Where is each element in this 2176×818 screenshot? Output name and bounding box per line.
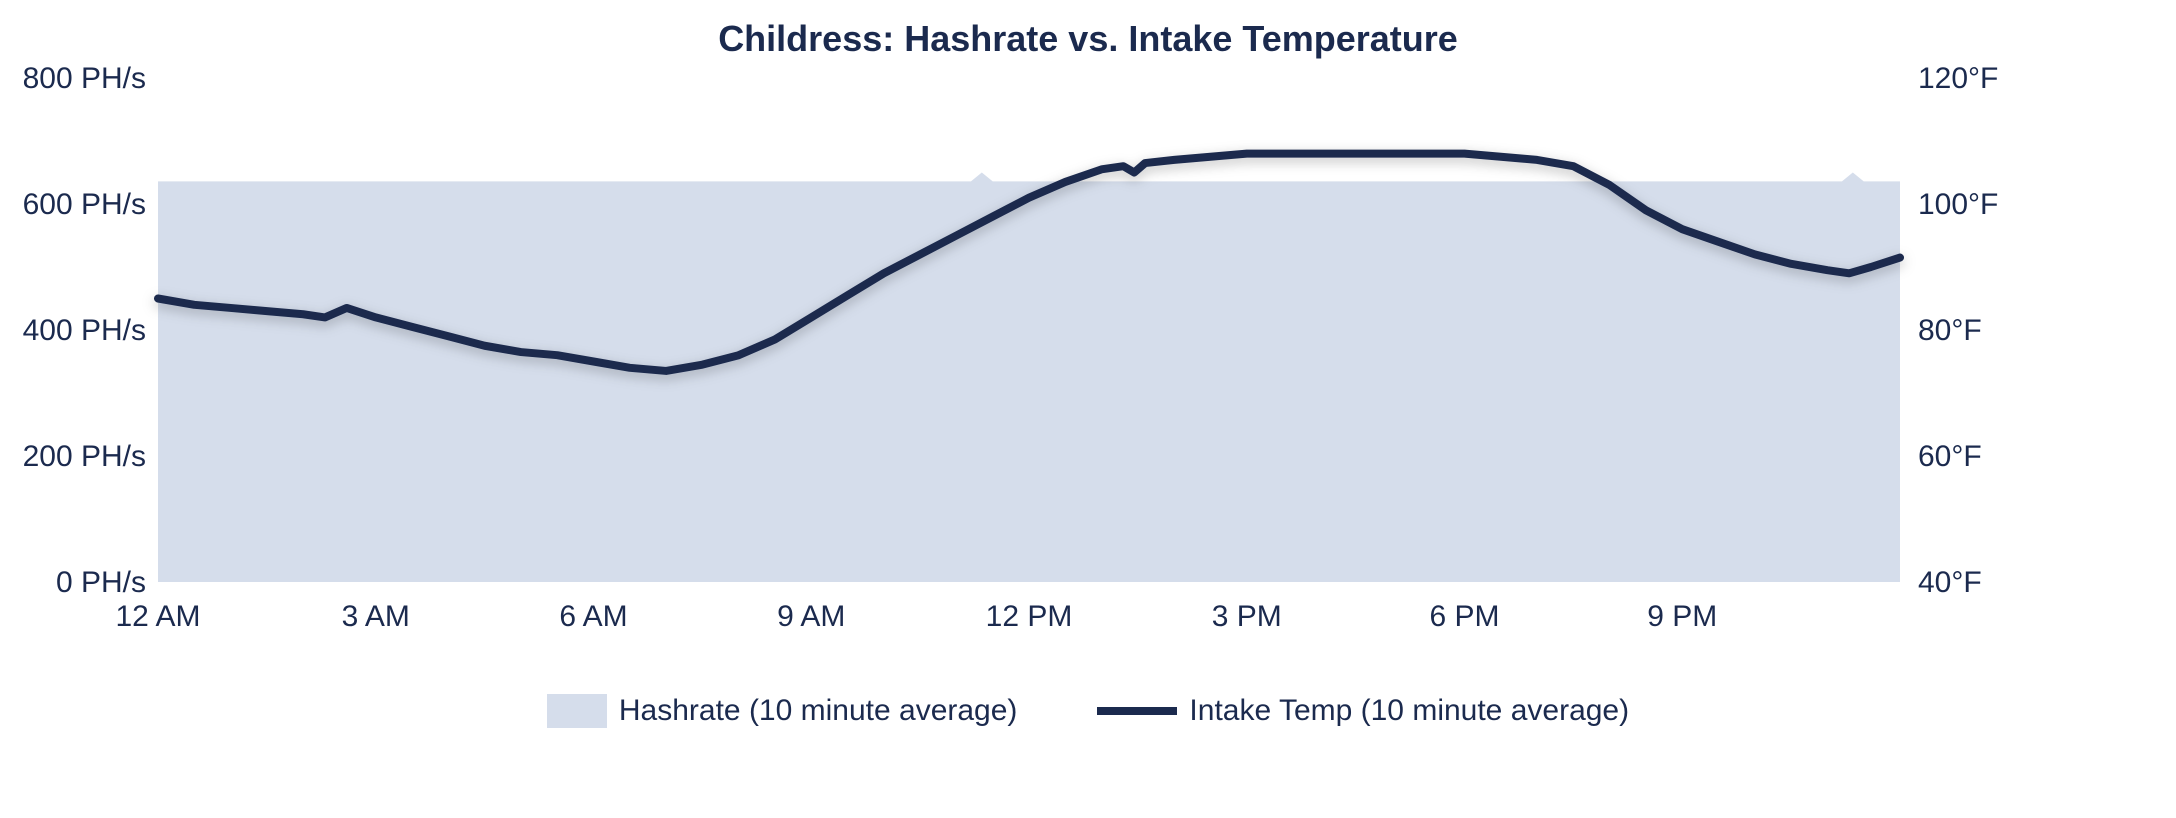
- legend-item-intake-temp: Intake Temp (10 minute average): [1097, 694, 1629, 728]
- y-left-tick-label: 400 PH/s: [23, 314, 146, 348]
- legend-label-hashrate: Hashrate (10 minute average): [619, 694, 1018, 728]
- y-left-tick-label: 200 PH/s: [23, 440, 146, 474]
- y-right-tick-label: 80°F: [1918, 314, 1982, 348]
- plot-area: [158, 78, 1900, 582]
- legend-swatch-area-icon: [547, 694, 607, 728]
- x-tick-label: 6 PM: [1429, 600, 1499, 634]
- y-right-tick-label: 60°F: [1918, 440, 1982, 474]
- y-right-tick-label: 40°F: [1918, 566, 1982, 600]
- x-tick-label: 3 AM: [342, 600, 410, 634]
- legend-label-intake-temp: Intake Temp (10 minute average): [1189, 694, 1629, 728]
- y-right-tick-label: 120°F: [1918, 62, 1998, 96]
- y-left-tick-label: 0 PH/s: [56, 566, 146, 600]
- series-area-hashrate: [158, 173, 1900, 583]
- x-tick-label: 6 AM: [559, 600, 627, 634]
- plot-svg: [158, 78, 1900, 582]
- chart-container: Childress: Hashrate vs. Intake Temperatu…: [0, 0, 2176, 818]
- x-tick-label: 9 PM: [1647, 600, 1717, 634]
- legend: Hashrate (10 minute average) Intake Temp…: [0, 694, 2176, 728]
- x-tick-label: 12 AM: [115, 600, 200, 634]
- y-left-tick-label: 600 PH/s: [23, 188, 146, 222]
- x-tick-label: 12 PM: [986, 600, 1073, 634]
- legend-swatch-line-icon: [1097, 707, 1177, 715]
- chart-title: Childress: Hashrate vs. Intake Temperatu…: [0, 18, 2176, 60]
- x-tick-label: 9 AM: [777, 600, 845, 634]
- legend-item-hashrate: Hashrate (10 minute average): [547, 694, 1018, 728]
- y-right-tick-label: 100°F: [1918, 188, 1998, 222]
- y-left-tick-label: 800 PH/s: [23, 62, 146, 96]
- x-tick-label: 3 PM: [1212, 600, 1282, 634]
